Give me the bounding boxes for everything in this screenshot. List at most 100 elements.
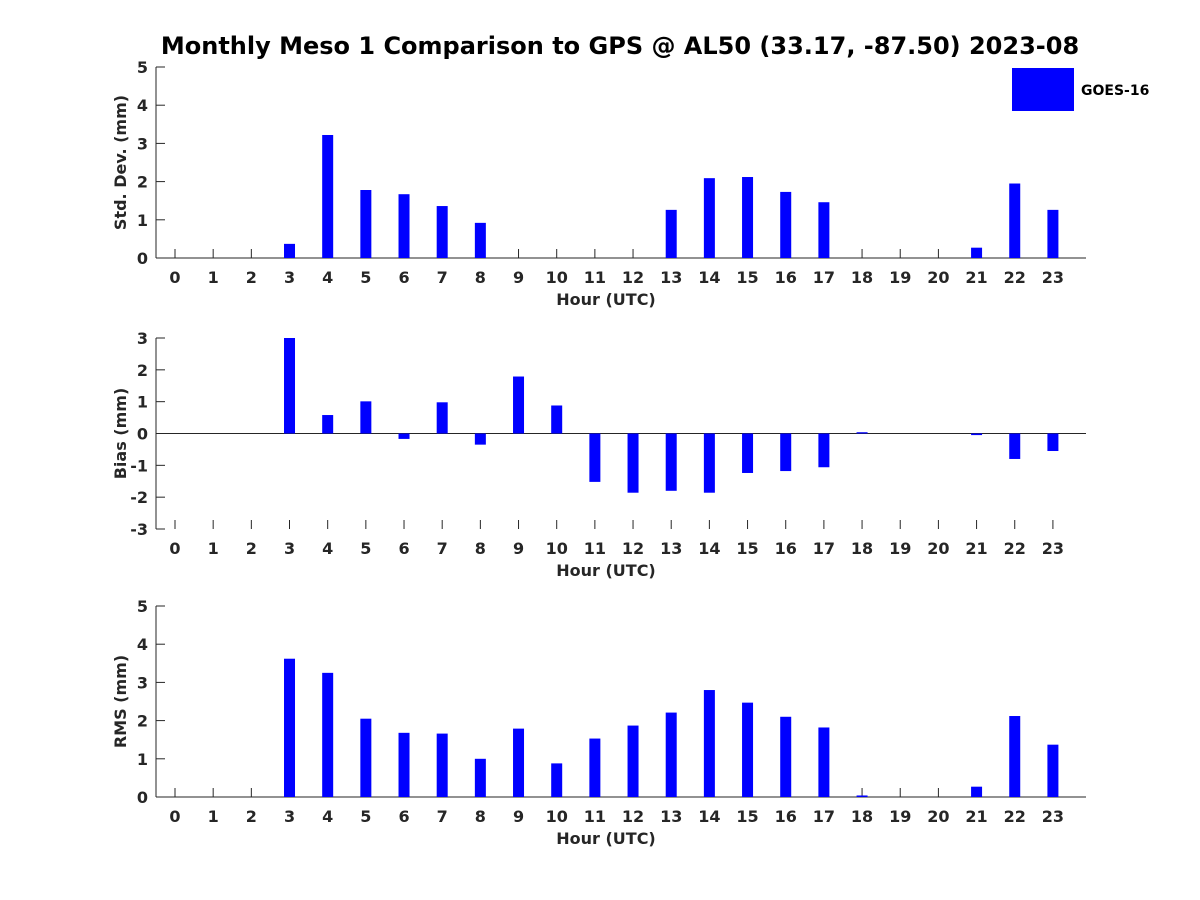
- rms-x-tick-label: 16: [775, 807, 797, 826]
- bias-bar: [971, 433, 983, 436]
- rms-x-tick-label: 11: [584, 807, 606, 826]
- rms-x-tick-label: 15: [736, 807, 758, 826]
- rms-y-tick-label: 5: [137, 597, 148, 616]
- bias-y-axis-label: Bias (mm): [111, 388, 130, 480]
- rms-x-tick-label: 7: [437, 807, 448, 826]
- std-dev-y-tick-label: 4: [137, 96, 148, 115]
- std-dev-bar: [818, 202, 830, 258]
- bias-bar: [703, 433, 715, 493]
- bias-x-tick-label: 14: [698, 539, 720, 558]
- rms-bar: [703, 690, 715, 797]
- std-dev-bar: [398, 194, 410, 258]
- bias-x-tick-label: 10: [546, 539, 568, 558]
- std-dev-x-tick-label: 9: [513, 268, 524, 287]
- bias-x-tick-label: 21: [965, 539, 987, 558]
- std-dev-x-tick-label: 1: [208, 268, 219, 287]
- bias-bar: [665, 433, 677, 491]
- std-dev-bar: [474, 222, 486, 258]
- std-dev-x-tick-label: 20: [927, 268, 949, 287]
- rms-x-tick-label: 5: [360, 807, 371, 826]
- std-dev-y-tick-label: 3: [137, 134, 148, 153]
- bias-bar: [551, 405, 563, 434]
- bias-y-tick-label: -2: [130, 488, 148, 507]
- bias-x-tick-label: 22: [1004, 539, 1026, 558]
- bias-bar: [284, 338, 296, 434]
- rms-x-tick-label: 9: [513, 807, 524, 826]
- std-dev-x-tick-label: 4: [322, 268, 333, 287]
- rms-x-tick-label: 17: [813, 807, 835, 826]
- chart-title: Monthly Meso 1 Comparison to GPS @ AL50 …: [161, 32, 1079, 60]
- std-dev-bar: [780, 191, 792, 258]
- rms-y-tick-label: 0: [137, 788, 148, 807]
- std-dev-x-tick-label: 23: [1042, 268, 1064, 287]
- std-dev-x-tick-label: 19: [889, 268, 911, 287]
- std-dev-x-tick-label: 18: [851, 268, 873, 287]
- std-dev-x-tick-label: 5: [360, 268, 371, 287]
- bias-x-tick-label: 16: [775, 539, 797, 558]
- std-dev-x-tick-label: 21: [965, 268, 987, 287]
- rms-x-tick-label: 14: [698, 807, 720, 826]
- bias-bar: [856, 432, 868, 434]
- rms-x-tick-label: 2: [246, 807, 257, 826]
- bias-bar: [818, 433, 830, 468]
- bias-x-tick-label: 4: [322, 539, 333, 558]
- std-dev-bar: [322, 134, 334, 258]
- bias-y-tick-label: 3: [137, 329, 148, 348]
- rms-x-tick-label: 10: [546, 807, 568, 826]
- rms-bar: [589, 738, 601, 797]
- bias-x-tick-label: 5: [360, 539, 371, 558]
- std-dev-y-tick-label: 1: [137, 211, 148, 230]
- rms-bar: [436, 733, 448, 797]
- rms-x-tick-label: 22: [1004, 807, 1026, 826]
- std-dev-bar: [971, 247, 983, 258]
- bias-bar: [360, 401, 372, 434]
- rms-x-tick-label: 23: [1042, 807, 1064, 826]
- std-dev-y-tick-label: 0: [137, 249, 148, 268]
- rms-x-tick-label: 8: [475, 807, 486, 826]
- rms-x-tick-label: 6: [398, 807, 409, 826]
- bias-x-tick-label: 7: [437, 539, 448, 558]
- std-dev-y-axis-label: Std. Dev. (mm): [111, 95, 130, 230]
- bias-x-tick-label: 13: [660, 539, 682, 558]
- bias-x-tick-label: 8: [475, 539, 486, 558]
- bias-bar: [1047, 433, 1059, 452]
- rms-bar: [474, 758, 486, 797]
- bias-x-tick-label: 18: [851, 539, 873, 558]
- rms-bar: [818, 727, 830, 797]
- bias-x-tick-label: 20: [927, 539, 949, 558]
- bias-y-tick-label: 2: [137, 361, 148, 380]
- legend-label: GOES-16: [1081, 83, 1149, 99]
- bias-bar: [474, 433, 486, 445]
- rms-bar: [551, 763, 563, 797]
- bias-x-tick-label: 19: [889, 539, 911, 558]
- bias-bar: [513, 376, 525, 434]
- rms-bar: [780, 716, 792, 797]
- rms-x-tick-label: 4: [322, 807, 333, 826]
- rms-y-tick-label: 4: [137, 635, 148, 654]
- bias-y-tick-label: -1: [130, 456, 148, 475]
- bias-x-tick-label: 23: [1042, 539, 1064, 558]
- bias-x-axis-label: Hour (UTC): [556, 561, 656, 580]
- rms-y-tick-label: 1: [137, 750, 148, 769]
- bias-x-tick-label: 0: [169, 539, 180, 558]
- bias-bar: [436, 402, 448, 434]
- std-dev-bar: [665, 209, 677, 258]
- rms-x-tick-label: 0: [169, 807, 180, 826]
- std-dev-x-tick-label: 2: [246, 268, 257, 287]
- rms-x-tick-label: 21: [965, 807, 987, 826]
- std-dev-x-tick-label: 22: [1004, 268, 1026, 287]
- bias-bar: [398, 433, 410, 439]
- std-dev-x-tick-label: 13: [660, 268, 682, 287]
- rms-y-tick-label: 3: [137, 673, 148, 692]
- bias-x-tick-label: 6: [398, 539, 409, 558]
- rms-x-tick-label: 20: [927, 807, 949, 826]
- std-dev-x-tick-label: 15: [736, 268, 758, 287]
- rms-bar: [284, 658, 296, 797]
- rms-x-tick-label: 18: [851, 807, 873, 826]
- rms-bar: [1047, 744, 1059, 797]
- std-dev-x-tick-label: 17: [813, 268, 835, 287]
- rms-bar: [665, 712, 677, 797]
- std-dev-x-tick-label: 8: [475, 268, 486, 287]
